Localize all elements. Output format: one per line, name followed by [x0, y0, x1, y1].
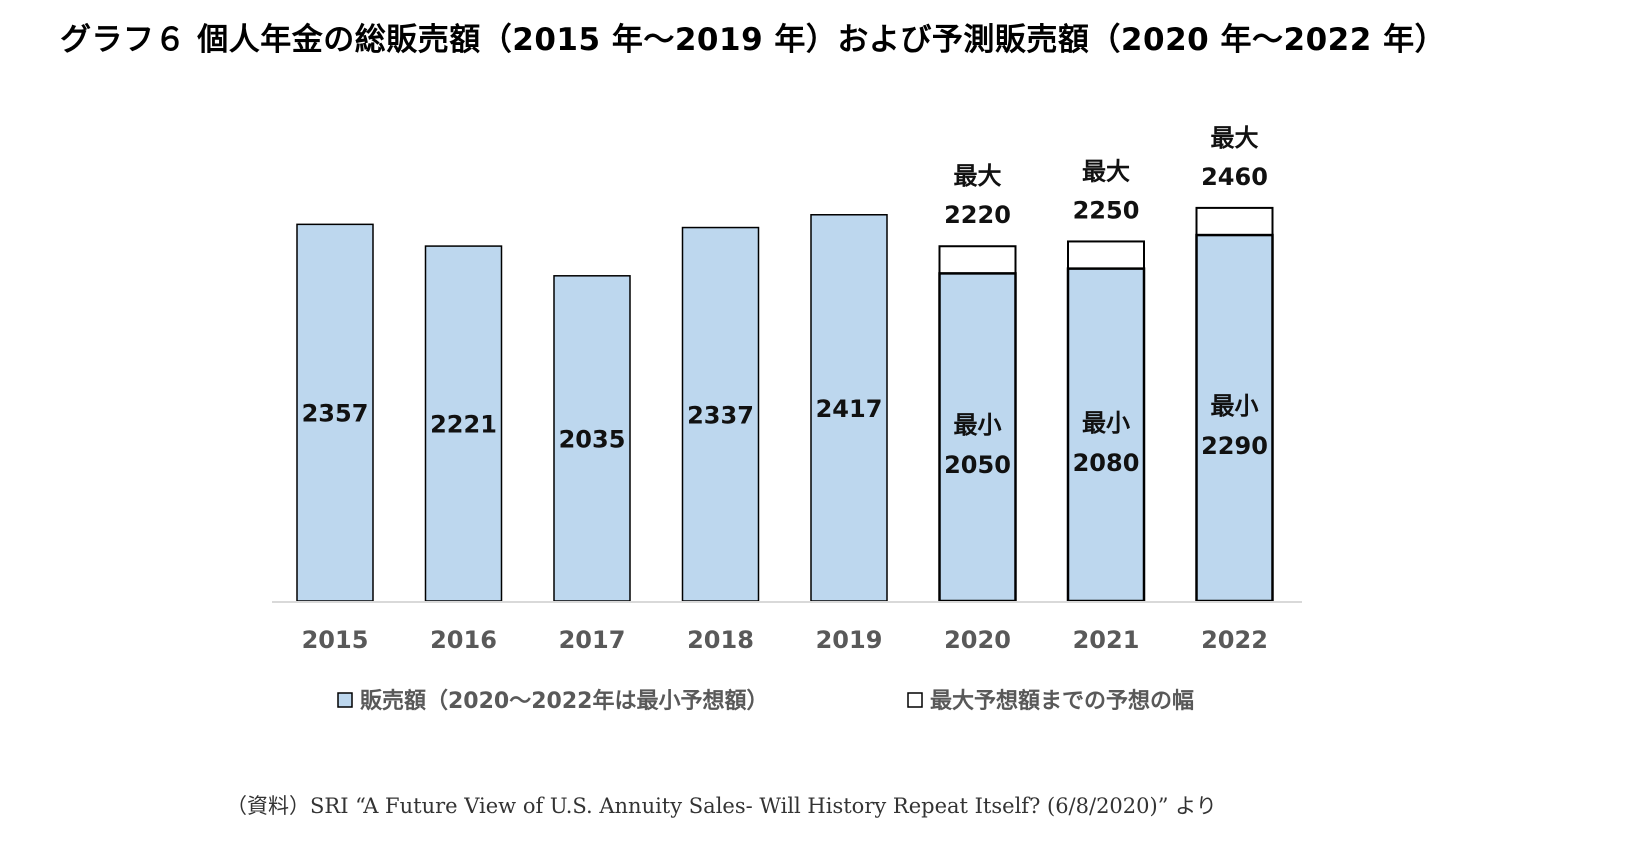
bar-chart: 2357 2015 2221 2016 2035 2017 2337 2018 2417 2019…: [272, 124, 1302, 714]
max-value-label-2022: 2460: [1201, 163, 1268, 191]
min-label-prefix-2020: 最小: [954, 411, 1002, 439]
value-label-2020: 2050: [944, 451, 1011, 479]
legend-swatch-range: [907, 692, 923, 708]
x-tick-label-2019: 2019: [816, 626, 883, 654]
value-label-2017: 2035: [559, 425, 626, 453]
max-label-prefix-2021: 最大: [1082, 157, 1130, 185]
x-tick-label-2021: 2021: [1073, 626, 1140, 654]
source-note: （資料）SRI “A Future View of U.S. Annuity S…: [226, 794, 1217, 818]
value-label-2018: 2337: [687, 401, 754, 429]
legend-swatch-sales: [337, 692, 353, 708]
value-label-2015: 2357: [302, 400, 369, 428]
min-label-prefix-2021: 最小: [1082, 409, 1130, 437]
value-label-2019: 2417: [816, 395, 883, 423]
x-tick-label-2020: 2020: [944, 626, 1011, 654]
x-tick-label-2018: 2018: [687, 626, 754, 654]
legend-label-sales: 販売額（2020～2022年は最小予想額）: [360, 688, 768, 714]
legend-label-range: 最大予想額までの予想の幅: [930, 688, 1194, 714]
max-label-prefix-2022: 最大: [1211, 124, 1259, 152]
max-value-label-2020: 2220: [944, 201, 1011, 229]
min-label-prefix-2022: 最小: [1211, 392, 1259, 420]
value-label-2022: 2290: [1201, 432, 1268, 460]
sales-bar-2021: [1066, 267, 1146, 603]
sales-bar-2016: [424, 245, 503, 602]
x-tick-label-2017: 2017: [559, 626, 626, 654]
x-tick-label-2015: 2015: [302, 626, 369, 654]
chart-title: グラフ６ 個人年金の総販売額（2015 年～2019 年）および予測販売額（20…: [60, 22, 1447, 58]
x-tick-label-2022: 2022: [1201, 626, 1268, 654]
value-label-2021: 2080: [1073, 449, 1140, 477]
value-label-2016: 2221: [430, 411, 497, 439]
max-value-label-2021: 2250: [1073, 196, 1140, 224]
sales-bar-2017: [553, 275, 631, 602]
range-bar-2022: [1195, 206, 1274, 237]
x-tick-label-2016: 2016: [430, 626, 497, 654]
range-bar-2021: [1067, 240, 1145, 270]
range-bar-2020: [938, 245, 1017, 275]
sales-bar-2022: [1195, 233, 1274, 603]
sales-bar-2015: [296, 223, 374, 602]
max-label-prefix-2020: 最大: [954, 162, 1002, 190]
